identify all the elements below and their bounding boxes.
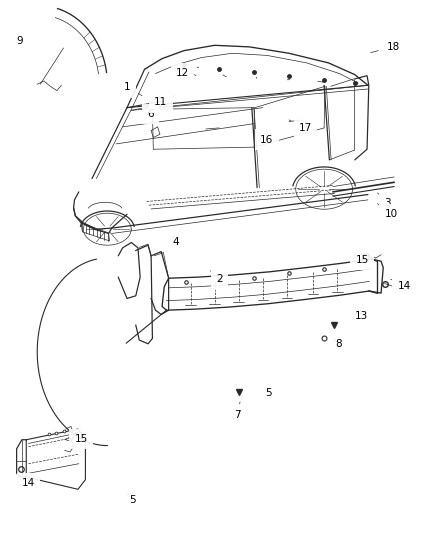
Text: 2: 2 bbox=[210, 271, 223, 284]
Text: 13: 13 bbox=[355, 311, 368, 321]
Text: 14: 14 bbox=[22, 478, 35, 488]
Text: 5: 5 bbox=[264, 387, 272, 398]
Text: 14: 14 bbox=[391, 279, 411, 290]
Text: 5: 5 bbox=[127, 494, 136, 505]
Text: 8: 8 bbox=[334, 338, 342, 349]
Text: 15: 15 bbox=[74, 434, 88, 444]
Text: 15: 15 bbox=[356, 255, 369, 265]
Text: 6: 6 bbox=[148, 107, 160, 119]
Text: 12: 12 bbox=[176, 67, 199, 78]
Text: 10: 10 bbox=[378, 204, 398, 219]
Text: 1: 1 bbox=[124, 83, 142, 95]
Text: 17: 17 bbox=[289, 120, 312, 133]
Text: 9: 9 bbox=[16, 36, 23, 45]
Text: 11: 11 bbox=[154, 96, 173, 107]
Text: 7: 7 bbox=[234, 402, 241, 419]
Text: 4: 4 bbox=[172, 236, 179, 247]
Text: 3: 3 bbox=[378, 193, 391, 207]
Text: 18: 18 bbox=[371, 42, 399, 53]
Text: 16: 16 bbox=[260, 133, 273, 144]
